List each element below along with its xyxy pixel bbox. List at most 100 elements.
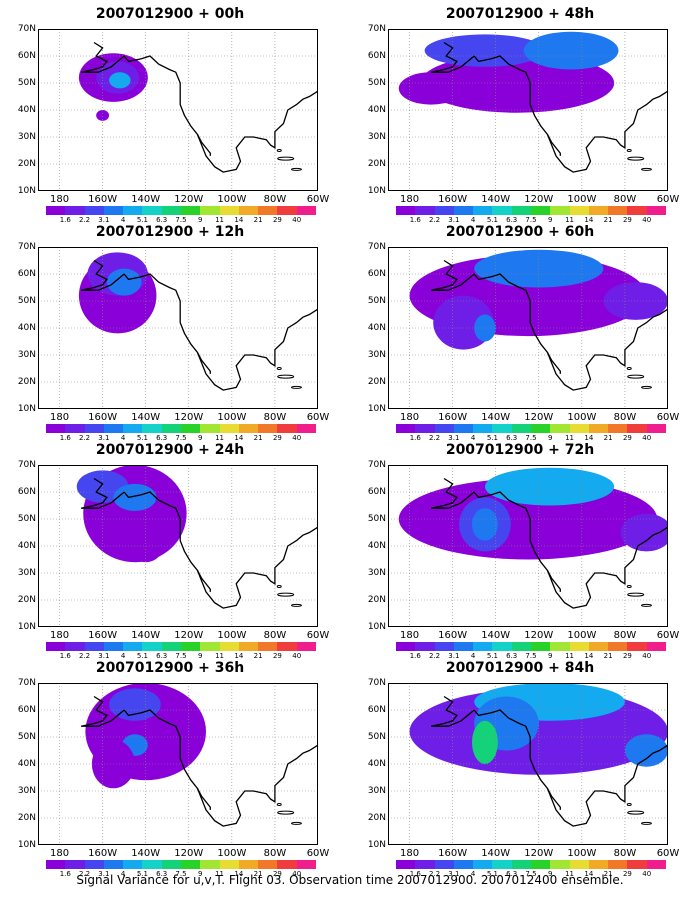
island bbox=[290, 167, 302, 171]
colorbar-label: 11 bbox=[565, 870, 575, 878]
colorbar-label: 2.2 bbox=[428, 434, 441, 442]
island bbox=[277, 374, 295, 379]
colorbar-swatch bbox=[396, 860, 416, 869]
latitude-label: 50N bbox=[17, 78, 36, 88]
colorbar-label: 40 bbox=[292, 216, 302, 224]
map-panel: 2007012900 + 72h 70N 60N 50N 40N 30N 20N 10N 180… bbox=[350, 442, 690, 660]
coastline bbox=[430, 259, 475, 291]
colorbar-swatch bbox=[200, 860, 221, 869]
latitude-label: 20N bbox=[367, 595, 386, 605]
latitude-label: 30N bbox=[17, 568, 36, 578]
colorbar-swatch bbox=[123, 860, 143, 869]
colorbar-swatch bbox=[258, 860, 278, 869]
map-panel: 2007012900 + 00h 70N 60N 50N 40N 30N 20N 10N 180… bbox=[0, 6, 340, 224]
colorbar bbox=[46, 206, 317, 215]
longitude-label: 140W bbox=[131, 194, 161, 205]
colorbar-label: 4 bbox=[120, 216, 126, 224]
map-panel: 2007012900 + 60h 70N 60N 50N 40N 30N 20N 10N 180… bbox=[350, 224, 690, 442]
latitude-label: 30N bbox=[17, 786, 36, 796]
colorbar-label: 11 bbox=[565, 652, 575, 660]
colorbar-swatch bbox=[396, 424, 416, 433]
colorbar bbox=[46, 424, 317, 433]
colorbar-swatch bbox=[588, 424, 609, 433]
colorbar-swatch bbox=[492, 642, 513, 651]
longitude-label: 60W bbox=[656, 194, 680, 205]
coastline bbox=[473, 247, 668, 391]
colorbar-swatch bbox=[277, 860, 298, 869]
colorbar-label: 7.5 bbox=[525, 870, 537, 878]
colorbar-label: 14 bbox=[234, 870, 244, 878]
colorbar-swatch bbox=[569, 206, 590, 215]
colorbar-label: 3.1 bbox=[448, 652, 460, 660]
colorbar-swatch bbox=[627, 860, 648, 869]
colorbar-label: 14 bbox=[234, 434, 244, 442]
colorbar-swatch bbox=[550, 206, 571, 215]
colorbar-label: 2.2 bbox=[78, 870, 91, 878]
longitude-label: 140W bbox=[481, 848, 511, 859]
coastline bbox=[196, 133, 211, 156]
colorbar-label: 5.1 bbox=[136, 434, 148, 442]
colorbar-swatch bbox=[142, 206, 163, 215]
island bbox=[290, 385, 302, 389]
map-panel: 2007012900 + 24h 70N 60N 50N 40N 30N 20N 10N 180… bbox=[0, 442, 340, 660]
variance-contour bbox=[523, 31, 619, 70]
latitude-label: 50N bbox=[17, 296, 36, 306]
colorbar-label: 11 bbox=[215, 652, 225, 660]
latitude-label: 50N bbox=[17, 732, 36, 742]
colorbar-label: 4 bbox=[120, 652, 126, 660]
coastline bbox=[80, 695, 125, 727]
map-plot bbox=[388, 247, 668, 409]
longitude-label: 60W bbox=[656, 848, 680, 859]
variance-contour bbox=[398, 72, 464, 105]
colorbar-label: 14 bbox=[584, 216, 594, 224]
coastline bbox=[546, 569, 561, 592]
longitude-label: 180 bbox=[49, 412, 70, 423]
colorbar bbox=[396, 424, 667, 433]
colorbar-swatch bbox=[277, 424, 298, 433]
colorbar-swatch bbox=[277, 206, 298, 215]
colorbar-swatch bbox=[277, 642, 298, 651]
latitude-label: 40N bbox=[17, 541, 36, 551]
colorbar-label: 7.5 bbox=[525, 434, 537, 442]
colorbar-label: 5.1 bbox=[136, 216, 148, 224]
panel-title: 2007012900 + 60h bbox=[445, 224, 595, 240]
colorbar-swatch bbox=[531, 860, 551, 869]
colorbar-label: 9 bbox=[548, 434, 553, 442]
colorbar-swatch bbox=[453, 860, 474, 869]
colorbar-label: 3.1 bbox=[98, 216, 110, 224]
longitude-label: 160W bbox=[438, 194, 468, 205]
panel-title: 2007012900 + 24h bbox=[95, 442, 245, 458]
colorbar-swatch bbox=[238, 642, 259, 651]
latitude-label: 60N bbox=[17, 487, 36, 497]
panel-title: 2007012900 + 12h bbox=[95, 224, 245, 240]
variance-map bbox=[38, 465, 318, 627]
colorbar-label: 5.1 bbox=[136, 652, 148, 660]
colorbar-label: 11 bbox=[565, 216, 575, 224]
island bbox=[276, 803, 282, 806]
colorbar-label: 3.1 bbox=[448, 434, 460, 442]
colorbar-swatch bbox=[608, 860, 628, 869]
variance-contour bbox=[96, 110, 110, 121]
colorbar bbox=[46, 642, 317, 651]
colorbar-label: 3.1 bbox=[98, 434, 110, 442]
colorbar-label: 9 bbox=[548, 216, 553, 224]
variance-map bbox=[388, 29, 668, 191]
coastline bbox=[196, 569, 211, 592]
island bbox=[277, 810, 295, 815]
colorbar-swatch bbox=[200, 642, 221, 651]
colorbar-swatch bbox=[181, 860, 201, 869]
colorbar-label: 29 bbox=[622, 434, 632, 442]
latitude-label: 50N bbox=[367, 296, 386, 306]
island bbox=[276, 149, 282, 152]
colorbar-label: 4 bbox=[470, 652, 476, 660]
colorbar-swatch bbox=[646, 206, 667, 215]
latitude-label: 60N bbox=[367, 705, 386, 715]
colorbar-label: 40 bbox=[642, 216, 652, 224]
colorbar-swatch bbox=[588, 642, 609, 651]
map-plot bbox=[38, 465, 318, 627]
longitude-label: 140W bbox=[131, 848, 161, 859]
colorbar-swatch bbox=[415, 424, 436, 433]
colorbar-label: 9 bbox=[198, 434, 203, 442]
map-panel: 2007012900 + 48h 70N 60N 50N 40N 30N 20N 10N 180… bbox=[350, 6, 690, 224]
map-plot bbox=[38, 29, 318, 191]
